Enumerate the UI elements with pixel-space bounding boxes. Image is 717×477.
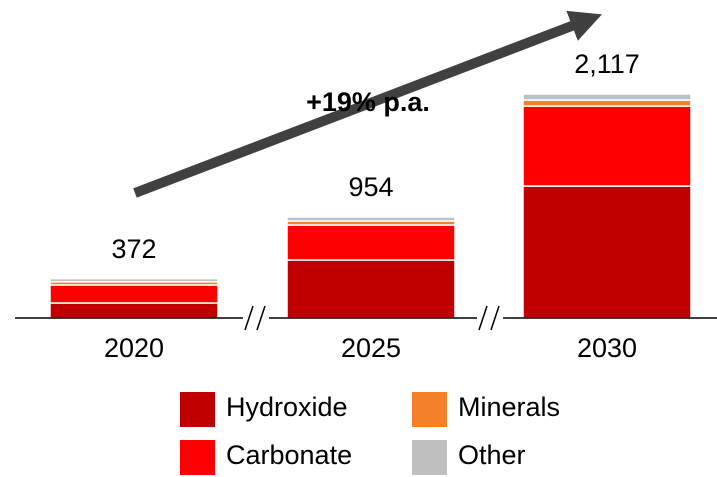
x-tick-label: 2025 <box>341 333 401 363</box>
total-label: 372 <box>111 234 156 264</box>
x-tick-label: 2030 <box>577 333 637 363</box>
legend-label: Hydroxide <box>226 392 348 422</box>
axis-break <box>243 305 269 331</box>
legend-label: Carbonate <box>226 440 352 470</box>
x-tick-label: 2020 <box>104 333 164 363</box>
bar-segment <box>522 93 692 101</box>
legend-swatch <box>180 392 215 427</box>
legend-label: Minerals <box>458 392 560 422</box>
bars <box>49 93 692 319</box>
bar-segment <box>49 284 219 304</box>
legend-swatch <box>412 392 447 427</box>
legend-label: Other <box>458 440 526 470</box>
bar-segment <box>522 105 692 187</box>
legend-swatch <box>412 440 447 475</box>
growth-annotation: +19% p.a. <box>306 87 430 117</box>
legend-swatch <box>180 440 215 475</box>
bar-segment <box>522 185 692 319</box>
total-label: 2,117 <box>574 49 640 79</box>
legend: Hydroxide Carbonate Minerals Other <box>180 392 560 475</box>
bar-segment <box>286 224 456 261</box>
growth-arrow <box>133 10 602 198</box>
bar-segment <box>49 302 219 319</box>
bar-segment <box>522 99 692 107</box>
bar-segment <box>286 259 456 319</box>
bar-segment <box>49 277 219 283</box>
bar-segment <box>286 216 456 222</box>
axis-break <box>477 305 503 331</box>
total-label: 954 <box>348 172 393 202</box>
